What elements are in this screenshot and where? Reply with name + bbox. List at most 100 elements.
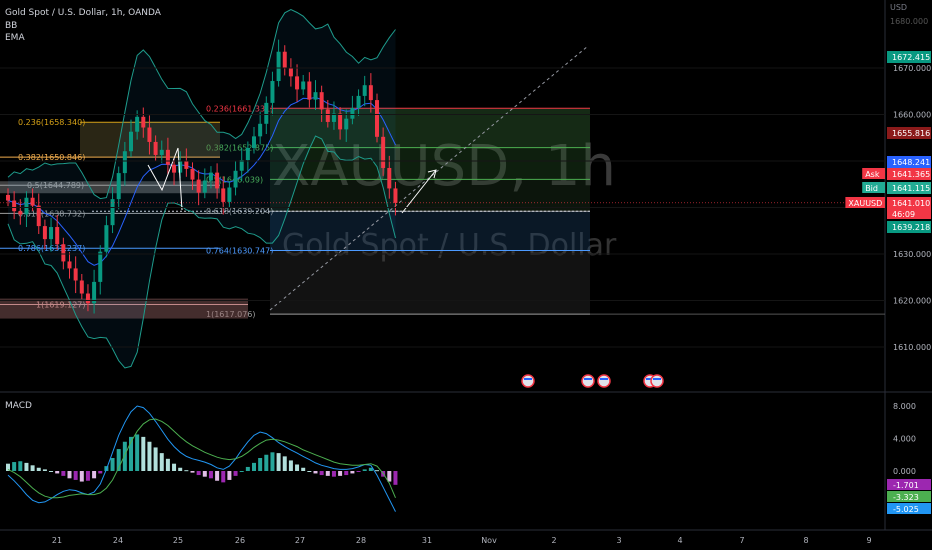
- indicator-bb[interactable]: BB: [5, 21, 18, 31]
- macd-value-label: -1.701: [893, 481, 919, 490]
- macd-histogram-bar: [12, 462, 17, 471]
- macd-tick: 8.000: [893, 402, 916, 411]
- price-label: 1672.415: [892, 53, 930, 62]
- time-tick: 25: [173, 536, 183, 545]
- fib-label-left: 0.382(1650.846): [18, 153, 85, 162]
- macd-title: MACD: [5, 401, 32, 411]
- price-label: 1639.218: [892, 223, 930, 232]
- price-tag-name: XAUUSD: [848, 199, 882, 208]
- projection-arrowhead: [427, 169, 437, 179]
- macd-histogram-bar: [375, 470, 379, 472]
- bollinger-band-fill: [8, 9, 396, 368]
- price-tick: 1610.000: [893, 343, 931, 352]
- candle: [375, 100, 379, 137]
- macd-tick: 4.000: [893, 435, 916, 444]
- macd-histogram-bar: [135, 434, 140, 471]
- macd-value-box: [887, 503, 931, 514]
- candle: [356, 95, 361, 108]
- fib-label-right: 0.236(1661.331): [206, 104, 273, 113]
- macd-histogram-bar: [55, 471, 60, 474]
- fib-label-right: 0.382(1652.875): [206, 144, 273, 153]
- macd-histogram-bar: [73, 471, 78, 480]
- candle: [79, 280, 84, 294]
- candle: [73, 268, 78, 281]
- flag-stripe: [653, 378, 661, 380]
- candle: [178, 160, 183, 173]
- price-label-box: [887, 197, 931, 219]
- candle: [18, 211, 23, 215]
- price-label-box: [887, 156, 931, 168]
- candle: [295, 76, 300, 90]
- time-tick: 21: [52, 536, 62, 545]
- macd-histogram-bar: [331, 471, 336, 477]
- macd-histogram-bar: [276, 453, 281, 471]
- currency-label: USD: [890, 3, 907, 12]
- candle: [325, 109, 330, 122]
- macd-histogram-bar: [178, 467, 183, 471]
- candle: [85, 293, 90, 304]
- flag-stripe: [600, 378, 608, 380]
- macd-histogram-bar: [196, 471, 201, 476]
- macd-histogram-bar: [116, 449, 121, 471]
- fib-label-right: 0.764(1630.747): [206, 247, 273, 256]
- macd-histogram-bar: [239, 471, 244, 472]
- watermark-symbol: XAUUSD, 1h: [272, 134, 616, 199]
- us-flag-icon: [650, 374, 664, 388]
- candle: [264, 102, 269, 124]
- macd-histogram-bar: [319, 471, 324, 476]
- candle: [313, 92, 318, 100]
- macd-histogram-bar: [313, 471, 318, 474]
- candle: [245, 147, 250, 161]
- macd-histogram-bar: [42, 469, 47, 471]
- macd-value-label: -3.323: [893, 493, 919, 502]
- price-tick: 1660.000: [893, 111, 931, 120]
- time-tick: 24: [113, 536, 123, 545]
- macd-value-box: [887, 479, 931, 490]
- candle: [344, 118, 349, 130]
- candle: [116, 173, 121, 200]
- candle: [129, 131, 133, 152]
- macd-histogram-bar: [49, 471, 54, 472]
- price-tag-name: Bid: [865, 184, 878, 193]
- time-tick: 27: [295, 536, 305, 545]
- macd-histogram-bar: [18, 461, 23, 471]
- indicator-ema[interactable]: EMA: [5, 33, 25, 43]
- candle: [319, 92, 324, 110]
- price-tag-name: Ask: [865, 170, 880, 179]
- candle: [24, 197, 29, 215]
- flag-stripe: [646, 378, 654, 380]
- macd-histogram-bar: [79, 471, 84, 482]
- price-tick-top: 1680.000: [890, 17, 928, 26]
- price-tag-box: [845, 197, 885, 208]
- candle: [252, 136, 256, 148]
- candle: [381, 136, 386, 168]
- candle: [49, 227, 54, 240]
- price-label-box: [887, 168, 931, 180]
- candle: [239, 160, 244, 171]
- candle: [98, 251, 103, 282]
- flag-stripe: [524, 378, 532, 380]
- candle: [110, 199, 115, 226]
- macd-histogram-bar: [301, 467, 306, 471]
- us-flag-icon: [581, 374, 595, 388]
- candle: [288, 67, 293, 77]
- price-tag-box: [862, 182, 885, 193]
- flag-stripe: [584, 378, 592, 380]
- macd-histogram-bar: [227, 471, 232, 480]
- drawing-zigzag: [147, 147, 183, 211]
- price-label-box: [887, 127, 931, 139]
- macd-histogram-bar: [270, 452, 275, 471]
- time-tick: 2: [551, 536, 556, 545]
- us-flag-icon: [521, 374, 535, 388]
- candle: [215, 172, 220, 189]
- macd-histogram-bar: [98, 471, 103, 474]
- candle: [55, 227, 60, 245]
- signal-line: [7, 418, 396, 499]
- macd-histogram-bar: [288, 460, 293, 471]
- candle: [165, 149, 170, 165]
- time-tick: 7: [739, 536, 744, 545]
- macd-histogram-bar: [282, 456, 287, 471]
- macd-histogram-bar: [387, 471, 392, 482]
- candle: [331, 113, 336, 122]
